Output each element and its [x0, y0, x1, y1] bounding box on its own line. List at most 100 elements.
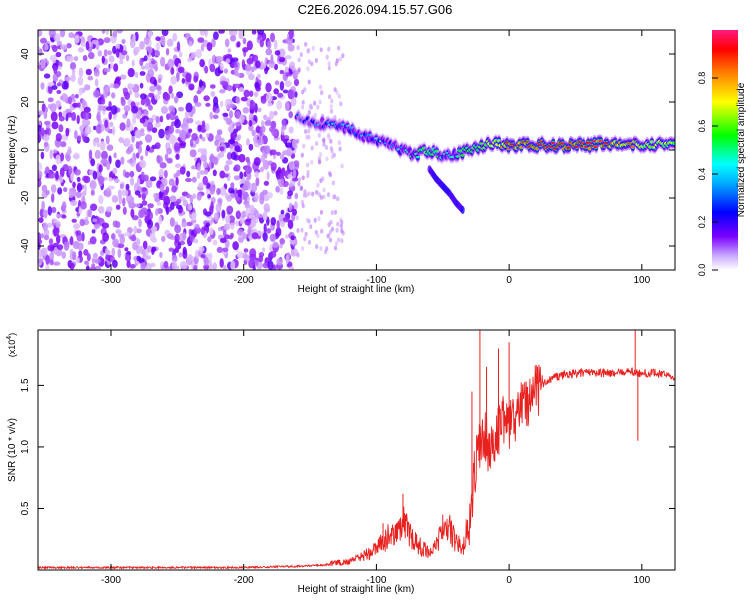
heatmap-noise-cell: [205, 123, 210, 132]
heatmap-noise-cell: [163, 195, 171, 206]
heatmap-noise-cell: [219, 258, 224, 268]
heatmap-noise-cell: [285, 254, 289, 265]
heatmap-noise-cell: [213, 31, 219, 40]
heatmap-noise-cell: [158, 128, 165, 139]
heatmap-noise-cell: [81, 98, 86, 109]
heatmap-noise-cell: [263, 223, 267, 233]
heatmap-noise-cell: [296, 252, 300, 258]
heatmap-noise-cell: [151, 114, 157, 121]
y-tick-label: 40: [20, 48, 31, 60]
heatmap-noise-cell: [72, 70, 76, 78]
heatmap-noise-cell: [318, 99, 322, 105]
heatmap-noise-cell: [235, 210, 241, 220]
heatmap-noise-cell: [175, 204, 183, 210]
heatmap-noise-cell: [235, 110, 241, 119]
heatmap-noise-cell: [328, 172, 333, 178]
heatmap-noise-cell: [167, 58, 175, 68]
heatmap-noise-cell: [38, 217, 44, 224]
heatmap-noise-cell: [269, 243, 273, 253]
heatmap-noise-cell: [200, 226, 205, 236]
heatmap-noise-cell: [105, 254, 110, 260]
heatmap-noise-cell: [302, 192, 306, 198]
heatmap-noise-cell: [158, 77, 162, 84]
heatmap-noise-cell: [58, 115, 65, 122]
heatmap-noise-cell: [69, 262, 75, 270]
heatmap-noise-cell: [222, 112, 229, 117]
heatmap-noise-cell: [229, 110, 233, 119]
heatmap-noise-cell: [196, 90, 202, 95]
heatmap-noise-cell: [299, 52, 303, 57]
heatmap-noise-cell: [307, 79, 311, 85]
heatmap-noise-cell: [285, 148, 293, 157]
heatmap-noise-cell: [42, 209, 48, 218]
heatmap-noise-cell: [191, 165, 197, 170]
heatmap-noise-cell: [124, 171, 130, 178]
heatmap-noise-cell: [78, 88, 83, 96]
heatmap-noise-cell: [259, 196, 265, 205]
heatmap-noise-cell: [273, 39, 278, 50]
heatmap-noise-cell: [319, 246, 323, 251]
heatmap-noise-cell: [87, 75, 94, 81]
heatmap-noise-cell: [327, 46, 331, 52]
heatmap-noise-cell: [320, 90, 324, 96]
heatmap-noise-cell: [170, 66, 175, 75]
heatmap-noise-cell: [120, 156, 125, 165]
heatmap-noise-cell: [288, 183, 294, 188]
heatmap-noise-cell: [108, 177, 113, 182]
heatmap-noise-cell: [310, 145, 314, 151]
heatmap-noise-cell: [130, 235, 137, 242]
heatmap-noise-cell: [112, 238, 119, 248]
heatmap-noise-cell: [257, 30, 264, 36]
heatmap-noise-cell: [266, 171, 270, 181]
heatmap-noise-cell: [303, 189, 307, 195]
heatmap-noise-cell: [187, 254, 193, 262]
heatmap-noise-cell: [218, 152, 225, 158]
heatmap-noise-cell: [169, 195, 177, 203]
heatmap-noise-cell: [92, 170, 98, 180]
heatmap-noise-cell: [163, 92, 171, 101]
heatmap-noise-cell: [249, 90, 254, 97]
heatmap-noise-cell: [55, 213, 61, 218]
heatmap-noise-cell: [236, 41, 241, 48]
heatmap-noise-cell: [213, 157, 219, 165]
heatmap-noise-cell: [38, 30, 43, 37]
heatmap-noise-cell: [317, 192, 321, 198]
heatmap-noise-cell: [229, 35, 237, 42]
heatmap-noise-cell: [100, 123, 105, 132]
heatmap-noise-cell: [52, 149, 58, 154]
heatmap-noise-cell: [297, 67, 301, 73]
heatmap-noise-cell: [315, 141, 319, 146]
heatmap-noise-cell: [306, 173, 310, 179]
heatmap-noise-cell: [101, 30, 106, 34]
heatmap-noise-cell: [210, 180, 215, 186]
heatmap-noise-cell: [261, 125, 266, 133]
heatmap-noise-cell: [77, 76, 84, 86]
heatmap-noise-cell: [103, 88, 108, 99]
heatmap-noise-cell: [244, 203, 251, 209]
heatmap-noise-cell: [284, 55, 292, 60]
heatmap-noise-cell: [114, 178, 120, 184]
heatmap-noise-cell: [87, 208, 92, 218]
heatmap-noise-cell: [338, 146, 342, 152]
heatmap-noise-cell: [51, 164, 58, 172]
heatmap-noise-cell: [319, 47, 323, 53]
heatmap-noise-cell: [188, 205, 193, 211]
heatmap-noise-cell: [179, 141, 187, 146]
figure-title: C2E6.2026.094.15.57.G06: [297, 2, 453, 17]
heatmap-noise-cell: [225, 58, 231, 64]
heatmap-noise-cell: [71, 111, 77, 121]
heatmap-noise-cell: [65, 154, 71, 162]
heatmap-noise-cell: [110, 105, 118, 115]
y-tick-label: 0.5: [20, 501, 31, 515]
heatmap-noise-cell: [46, 222, 53, 228]
heatmap-noise-cell: [76, 114, 80, 125]
heatmap-noise-cell: [266, 192, 273, 199]
heatmap-noise-cell: [330, 210, 334, 216]
colorbar-ticks: 0.0 0.2 0.4 0.6 0.8: [697, 72, 718, 276]
heatmap-noise-cell: [155, 42, 160, 51]
x-tick-label: -100: [366, 575, 386, 586]
heatmap-noise-cell: [337, 45, 341, 51]
heatmap-noise-cell: [234, 121, 242, 127]
heatmap-noise-cell: [306, 66, 310, 72]
heatmap-noise-cell: [260, 154, 266, 163]
